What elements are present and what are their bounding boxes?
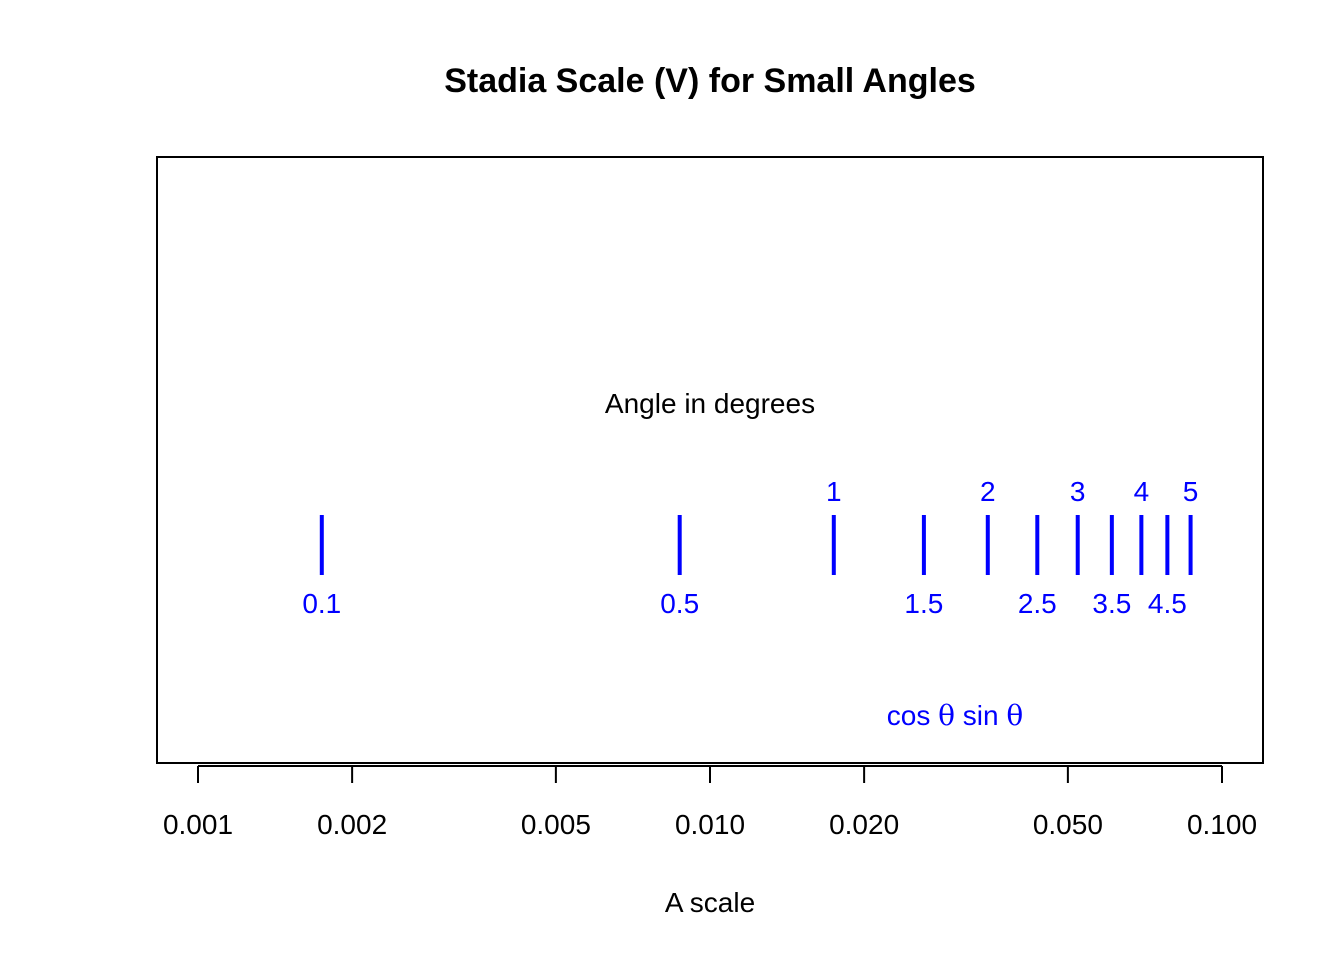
x-axis: 0.001 0.002 0.005 0.010 0.020 0.050 0.100	[163, 765, 1257, 840]
x-tick-label: 0.100	[1187, 809, 1257, 840]
x-axis-label: A scale	[665, 887, 755, 918]
angle-mark-label: 2.5	[1018, 588, 1057, 619]
x-tick-label: 0.010	[675, 809, 745, 840]
x-tick-label: 0.050	[1033, 809, 1103, 840]
angle-mark-label: 4.5	[1148, 588, 1187, 619]
angle-mark-label: 1	[826, 476, 842, 507]
x-tick-label: 0.005	[521, 809, 591, 840]
theta-symbol-2: θ	[1006, 699, 1023, 732]
x-tick-label: 0.001	[163, 809, 233, 840]
plot-frame	[156, 156, 1264, 764]
chart-title: Stadia Scale (V) for Small Angles	[444, 62, 976, 100]
formula-middle: sin	[955, 700, 1006, 731]
angle-header: Angle in degrees	[605, 388, 815, 419]
angle-mark-label: 5	[1183, 476, 1199, 507]
theta-symbol-1: θ	[938, 699, 955, 732]
formula-label: cos θ sin θ	[887, 699, 1023, 732]
angle-marks: 0.1 0.5 1 1.5 2 2.5 3 3.5 4 4.5 5	[302, 476, 1198, 619]
angle-mark-label: 1.5	[904, 588, 943, 619]
angle-mark-label: 0.1	[302, 588, 341, 619]
angle-mark-label: 3	[1070, 476, 1086, 507]
x-tick-label: 0.020	[829, 809, 899, 840]
angle-mark-label: 4	[1134, 476, 1150, 507]
formula-prefix: cos	[887, 700, 938, 731]
angle-mark-label: 0.5	[660, 588, 699, 619]
x-tick-label: 0.002	[317, 809, 387, 840]
angle-mark-label: 3.5	[1092, 588, 1131, 619]
angle-mark-label: 2	[980, 476, 996, 507]
